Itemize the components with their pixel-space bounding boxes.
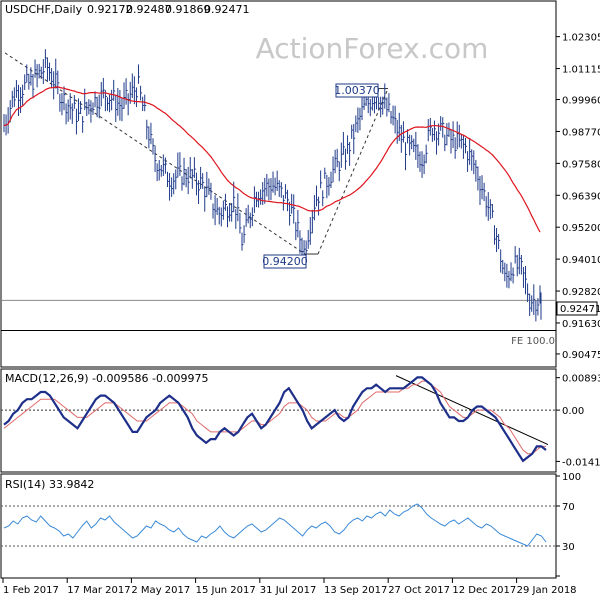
ohlc-close: 0.92471 xyxy=(204,3,250,16)
ohlc-high: 0.92487 xyxy=(126,3,172,16)
x-axis-tick-label: 29 Jan 2018 xyxy=(517,585,577,596)
price-y-tick-label: 0.92820 xyxy=(562,287,600,298)
price-y-tick-label: 0.98770 xyxy=(562,127,600,138)
callout-low-box xyxy=(263,254,307,269)
x-axis-tick-label: 13 Sep 2017 xyxy=(324,585,387,596)
macd-y-tick-label: 0.008934 xyxy=(562,374,600,385)
price-y-tick-label: 1.01115 xyxy=(562,65,600,76)
rsi-title: RSI(14) 33.9842 xyxy=(5,478,94,491)
fe-level-label: FE 100.0 xyxy=(511,336,555,347)
rsi-y-axis: 100 70 30 xyxy=(556,472,581,577)
x-axis-tick-label: 27 Oct 2017 xyxy=(388,585,450,596)
ohlc-header: 0.92172 0.92487 0.91869 0.92471 xyxy=(87,3,250,16)
price-reference-lines xyxy=(1,299,556,331)
macd-line xyxy=(3,376,547,463)
ohlc-low: 0.91869 xyxy=(165,3,211,16)
price-callouts: 1.00370 0.94200 xyxy=(262,83,380,269)
x-axis: 1 Feb 2017 17 Mar 2017 2 May 2017 15 Jun 20… xyxy=(1,577,577,596)
callout-low-label: 0.94200 xyxy=(262,255,308,268)
price-y-tick-label: 0.90475 xyxy=(562,350,600,361)
rsi-line xyxy=(3,503,547,547)
x-axis-tick-label: 12 Dec 2017 xyxy=(452,585,516,596)
watermark: ActionForex.com xyxy=(256,32,489,65)
price-y-tick-label: 0.96390 xyxy=(562,191,600,202)
callout-high-label: 1.00370 xyxy=(334,84,380,97)
rsi-level-lines xyxy=(1,505,556,547)
price-y-axis: 1.02305 1.01115 0.99960 0.98770 0.97580 0.963… xyxy=(556,33,600,361)
ohlc-open: 0.92172 xyxy=(87,3,133,16)
macd-y-tick-label: 0.00 xyxy=(562,406,584,417)
x-axis-tick-label: 15 Jun 2017 xyxy=(196,585,256,596)
macd-signal-line xyxy=(3,380,546,455)
price-y-tick-label: 0.91630 xyxy=(562,319,600,330)
last-price-box xyxy=(556,301,598,316)
rsi-y-tick-label: 100 xyxy=(562,472,581,483)
price-y-tick-label: 0.99960 xyxy=(562,96,600,107)
price-y-tick-label: 1.02305 xyxy=(562,33,600,44)
macd-title: MACD(12,26,9) -0.009586 -0.009975 xyxy=(5,372,208,385)
macd-y-tick-label: -0.014136 xyxy=(562,457,600,468)
x-axis-tick-label: 31 Jul 2017 xyxy=(260,585,317,596)
price-y-tick-label: 0.97580 xyxy=(562,159,600,170)
last-price-label: 0.92471 xyxy=(560,304,600,315)
price-y-tick-label: 0.94010 xyxy=(562,255,600,266)
x-axis-tick-label: 1 Feb 2017 xyxy=(3,585,59,596)
price-panel-frame xyxy=(0,0,557,368)
x-axis-tick-label: 17 Mar 2017 xyxy=(67,585,130,596)
price-chart-title: USDCHF,Daily xyxy=(5,3,83,16)
callout-high-box xyxy=(335,83,379,98)
macd-y-axis: 0.008934 0.00 -0.014136 xyxy=(556,374,600,468)
x-axis-tick-label: 2 May 2017 xyxy=(131,585,190,596)
rsi-y-tick-label: 70 xyxy=(562,502,575,513)
price-y-tick-label: 0.95200 xyxy=(562,223,600,234)
rsi-y-tick-label: 30 xyxy=(562,542,575,553)
moving-average-line xyxy=(3,86,541,233)
